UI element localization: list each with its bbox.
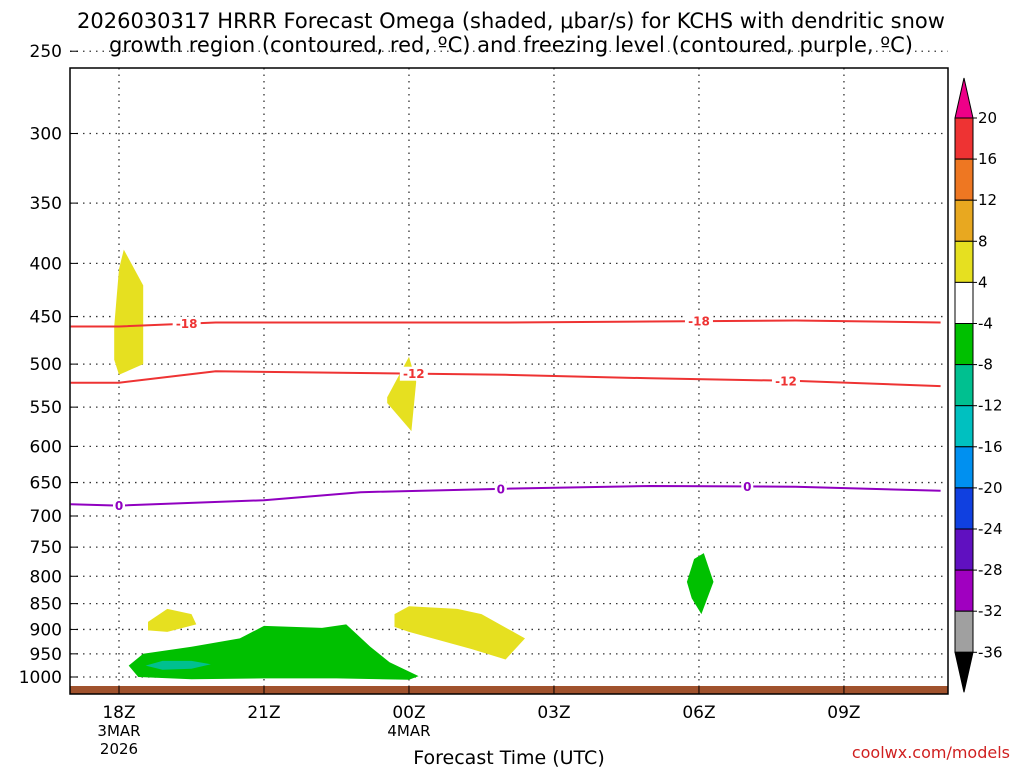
y-tick-label: 550	[30, 398, 62, 418]
contour-label-bg	[684, 314, 713, 329]
omega-region	[114, 249, 144, 375]
y-tick-label: 300	[30, 125, 62, 145]
colorbar-label: -20	[978, 479, 1003, 497]
colorbar-bottom-arrow	[954, 651, 974, 693]
contours: -18 -18 -12 -12 0 0 0	[70, 314, 941, 513]
y-tick-label: 900	[30, 620, 62, 640]
omega-region	[394, 606, 525, 660]
colorbar-swatch	[954, 199, 974, 242]
x-tick-label: 21Z	[247, 703, 280, 723]
colorbar-label: 12	[978, 191, 997, 209]
colorbar-label: -28	[978, 561, 1003, 579]
y-tick-label: 700	[30, 507, 62, 527]
shaded-regions	[114, 249, 714, 680]
x-tick-label: 06Z	[682, 703, 715, 723]
contour-label: 0	[497, 482, 505, 496]
colorbar-swatch	[954, 281, 974, 324]
chart-title-line1: 2026030317 HRRR Forecast Omega (shaded, …	[77, 9, 945, 33]
contour-label: 0	[115, 499, 123, 513]
contour-label-bg	[494, 481, 507, 496]
x-axis-label: Forecast Time (UTC)	[413, 747, 604, 768]
y-tick-label: 750	[30, 538, 62, 558]
y-tick-label: 450	[30, 308, 62, 328]
y-axis: 250 300 350 400 450 500 550 600 650 700 750 800 850 9…	[19, 42, 78, 688]
colorbar-label: -32	[978, 602, 1003, 620]
x-tick-label: 00Z	[392, 703, 425, 723]
colorbar: 20 16 12 8 4 -4 -8 -12 -16 -20 -24 -28 -32 -36	[954, 77, 1003, 693]
contour-label: 0	[743, 480, 751, 494]
colorbar-label: 16	[978, 150, 997, 168]
x-tick-label: 03Z	[537, 703, 570, 723]
y-tick-label: 650	[30, 474, 62, 494]
x-tick-label: 3MAR	[97, 722, 140, 740]
colorbar-label: -16	[978, 438, 1003, 456]
colorbar-label: 4	[978, 273, 988, 291]
y-tick-label: 400	[30, 254, 62, 274]
contour-line	[70, 484, 941, 507]
contour-label-bg	[741, 479, 754, 494]
colorbar-swatch	[954, 569, 974, 612]
contour-label-bg	[771, 373, 800, 388]
colorbar-label: -4	[978, 315, 993, 333]
colorbar-top-arrow	[954, 77, 974, 119]
colorbar-label: -12	[978, 397, 1003, 415]
chart-title-line2: growth region (contoured, red, ºC) and f…	[109, 33, 913, 57]
y-tick-label: 500	[30, 355, 62, 375]
colorbar-swatch	[954, 158, 974, 201]
contour-line	[70, 370, 941, 388]
contour-label-bg	[399, 366, 428, 381]
colorbar-swatch	[954, 446, 974, 489]
x-tick-label: 2026	[100, 740, 138, 758]
contour-line	[70, 319, 941, 328]
contour-label-bg	[113, 498, 125, 513]
omega-region	[148, 608, 197, 632]
colorbar-swatch	[954, 528, 974, 571]
colorbar-swatch	[954, 323, 974, 366]
y-tick-label: 850	[30, 595, 62, 615]
contour-label: -12	[775, 374, 797, 388]
colorbar-swatch	[954, 240, 974, 283]
x-tick-label: 09Z	[827, 703, 860, 723]
colorbar-label: -24	[978, 520, 1003, 538]
y-tick-label: 950	[30, 645, 62, 665]
y-tick-label: 1000	[19, 668, 62, 688]
contour-label: -18	[176, 317, 198, 331]
colorbar-label: 20	[978, 109, 997, 127]
contour-label-bg	[172, 316, 201, 331]
contour-label: -18	[688, 315, 710, 329]
plot-frame	[69, 67, 949, 695]
x-tick-label: 18Z	[102, 703, 135, 723]
colorbar-swatch	[954, 117, 974, 160]
y-tick-label: 350	[30, 194, 62, 214]
grid	[70, 50, 948, 694]
colorbar-label: -36	[978, 643, 1003, 661]
x-tick-label: 4MAR	[387, 722, 430, 740]
omega-region	[686, 553, 714, 615]
y-tick-label: 800	[30, 567, 62, 587]
colorbar-swatch	[954, 405, 974, 448]
colorbar-swatch	[954, 487, 974, 530]
colorbar-label: 8	[978, 232, 988, 250]
y-tick-label: 250	[30, 42, 62, 62]
y-tick-label: 600	[30, 437, 62, 457]
colorbar-swatch	[954, 610, 974, 653]
ground-band	[70, 686, 948, 694]
credit-text: coolwx.com/models	[852, 743, 1010, 762]
contour-label: -12	[403, 367, 425, 381]
omega-region	[145, 660, 211, 670]
colorbar-label: -8	[978, 356, 993, 374]
colorbar-swatch	[954, 364, 974, 407]
